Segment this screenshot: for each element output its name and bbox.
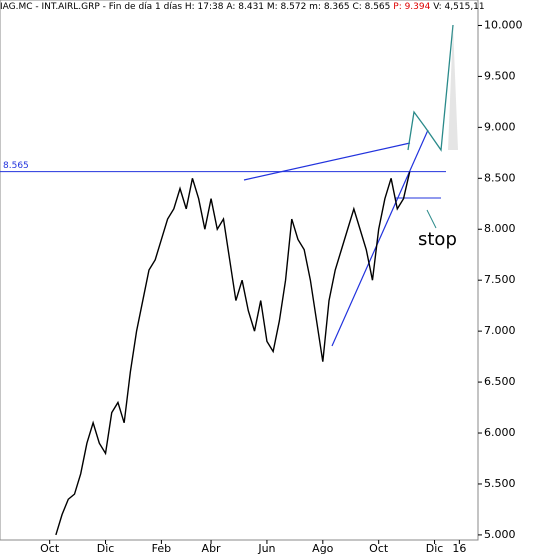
header-projection: P: 9.394 bbox=[393, 2, 430, 12]
header-volume: V: 4,515,11 bbox=[433, 2, 484, 12]
y-tick-label: 7.500 bbox=[484, 273, 516, 286]
level-label: 8.565 bbox=[3, 161, 29, 171]
y-tick-label: 5.000 bbox=[484, 528, 516, 541]
x-tick-label: Ago bbox=[312, 542, 334, 555]
x-tick-label: Jun bbox=[257, 542, 275, 555]
y-tick-label: 6.500 bbox=[484, 375, 516, 388]
x-tick-label: Abr bbox=[202, 542, 222, 555]
stop-label: stop bbox=[418, 229, 457, 250]
y-tick-label: 8.500 bbox=[484, 171, 516, 184]
y-tick-label: 7.000 bbox=[484, 324, 516, 337]
price-line bbox=[55, 171, 411, 536]
upper-trendline bbox=[243, 142, 411, 181]
y-tick-label: 9.500 bbox=[484, 69, 516, 82]
x-tick-label: Dic bbox=[97, 542, 115, 555]
plot-frame bbox=[0, 0, 479, 541]
x-tick-label: 16 bbox=[452, 542, 466, 555]
x-tick-label: Oct bbox=[40, 542, 60, 555]
x-tick-label: Oct bbox=[369, 542, 389, 555]
header: IAG.MC - INT.AIRL.GRP - Fin de día 1 día… bbox=[0, 2, 485, 12]
y-tick-label: 8.000 bbox=[484, 222, 516, 235]
x-tick-label: Dic bbox=[426, 542, 444, 555]
y-tick-label: 10.000 bbox=[484, 18, 523, 31]
y-tick-label: 6.000 bbox=[484, 426, 516, 439]
lower-trendline bbox=[331, 129, 429, 347]
header-text: IAG.MC - INT.AIRL.GRP - Fin de día 1 día… bbox=[0, 2, 390, 12]
stop-arrow bbox=[426, 209, 437, 229]
projection-line bbox=[407, 24, 454, 152]
y-tick-label: 5.500 bbox=[484, 477, 516, 490]
y-tick-label: 9.000 bbox=[484, 120, 516, 133]
x-tick-label: Feb bbox=[152, 542, 171, 555]
projection-shade bbox=[448, 25, 458, 150]
